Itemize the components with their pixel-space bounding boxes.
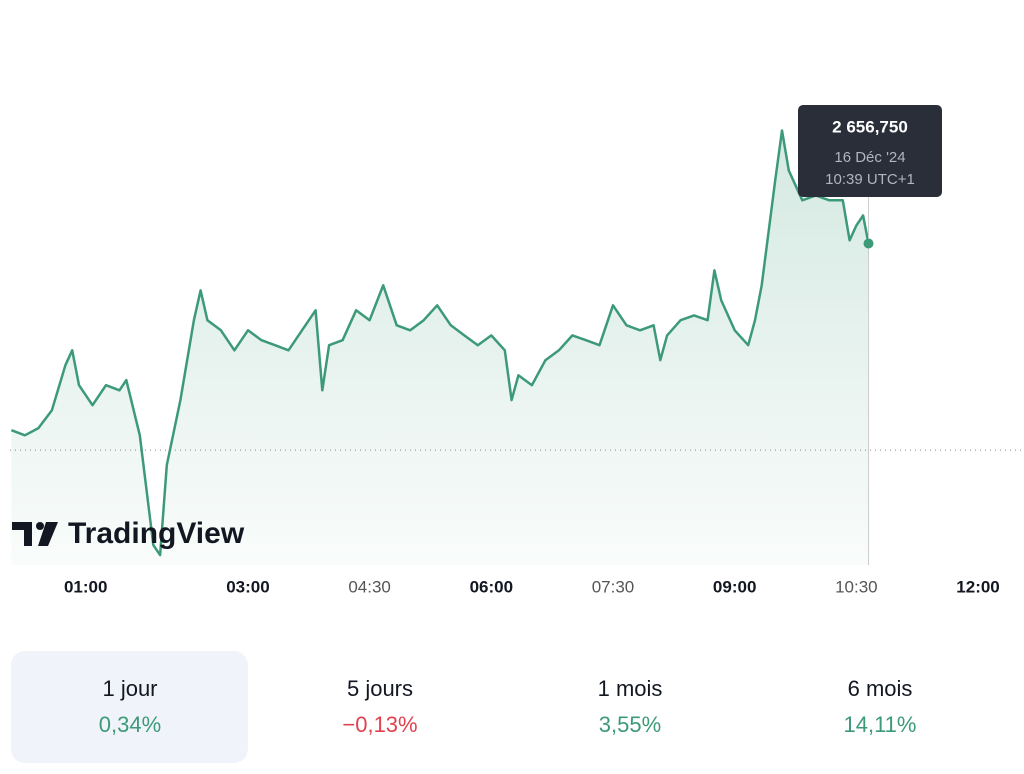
plot-area: [10, 129, 1024, 565]
logo-icon: [12, 522, 32, 546]
period-label: 1 jour: [102, 676, 157, 701]
logo: TradingView: [12, 517, 245, 550]
tooltip: [798, 105, 942, 197]
x-tick-label: 07:30: [592, 577, 635, 596]
x-tick-label: 10:30: [835, 577, 878, 596]
x-tick-label: 01:00: [64, 577, 107, 596]
x-tick-label: 04:30: [348, 577, 391, 596]
period-change: 3,55%: [599, 712, 661, 737]
period-change: 0,34%: [99, 712, 161, 737]
tooltip-value: 2 656,750: [832, 117, 908, 136]
logo-icon: [36, 522, 44, 530]
period-label: 5 jours: [347, 676, 413, 701]
period-label: 6 mois: [848, 676, 913, 701]
last-point: [863, 238, 874, 249]
x-tick-label: 09:00: [713, 577, 756, 596]
area-fill: [11, 130, 869, 565]
x-tick-label: 12:00: [956, 577, 999, 596]
x-tick-label: 03:00: [226, 577, 269, 596]
period-change: −0,13%: [342, 712, 417, 737]
period-change: 14,11%: [844, 712, 917, 737]
period-label: 1 mois: [598, 676, 663, 701]
price-line: [10, 129, 870, 557]
logo-text: TradingView: [68, 517, 245, 550]
tooltip-time: 10:39 UTC+1: [825, 171, 915, 188]
x-tick-label: 06:00: [470, 577, 513, 596]
tooltip-date: 16 Déc '24: [834, 149, 905, 166]
logo-icon: [38, 522, 58, 546]
selected-tab[interactable]: [11, 651, 248, 763]
